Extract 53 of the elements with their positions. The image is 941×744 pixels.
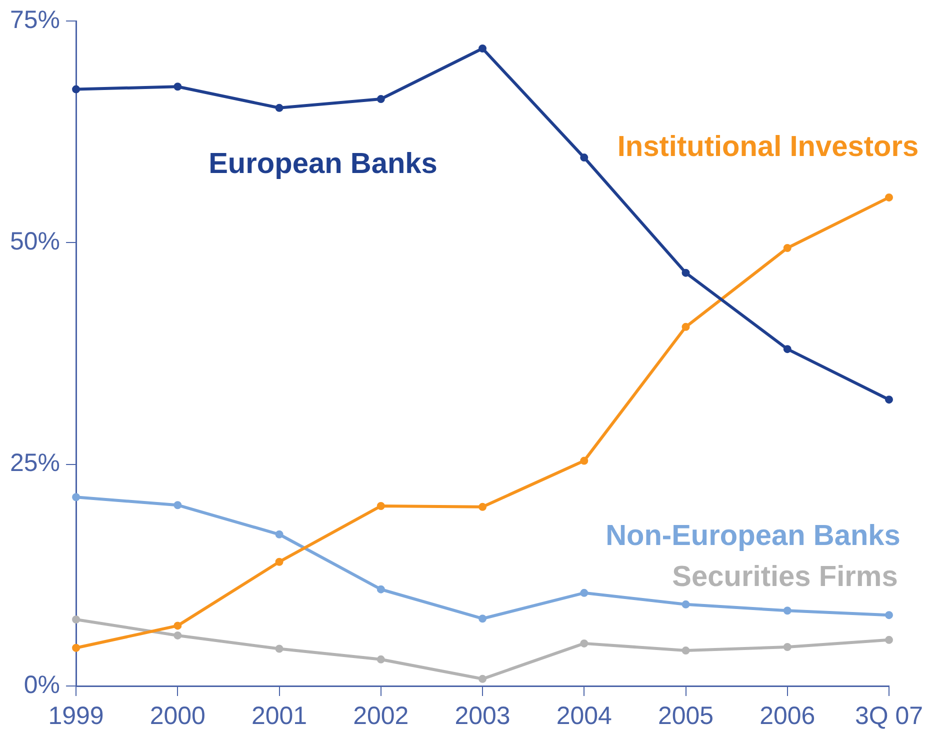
point — [174, 631, 182, 640]
point — [174, 622, 182, 630]
point — [376, 655, 385, 664]
y-tick-label: 75% — [10, 6, 60, 34]
point — [580, 588, 588, 597]
point — [783, 642, 792, 651]
series-label: Non-European Banks — [606, 520, 900, 552]
point — [580, 456, 588, 465]
point — [682, 600, 690, 608]
point — [885, 396, 893, 404]
point — [885, 636, 893, 644]
y-tick-label: 25% — [10, 449, 60, 478]
point — [275, 530, 284, 538]
x-tick-label: 2001 — [251, 702, 308, 730]
point — [783, 606, 792, 615]
point — [885, 193, 893, 202]
point — [376, 585, 385, 594]
series-label: European Banks — [208, 148, 438, 180]
point — [580, 639, 588, 648]
x-tick-label: 3Q 07 — [854, 702, 924, 730]
point — [682, 646, 690, 655]
x-tick-label: 2000 — [150, 702, 206, 730]
x-tick-label: 2006 — [760, 702, 816, 730]
point — [478, 614, 487, 623]
point — [275, 558, 284, 566]
x-tick-label: 2003 — [454, 702, 510, 730]
point — [682, 322, 690, 331]
point — [682, 268, 690, 277]
point — [376, 95, 385, 104]
point — [783, 244, 792, 252]
point — [783, 345, 792, 354]
y-tick-label: 0% — [24, 670, 60, 699]
point — [72, 85, 80, 94]
point — [885, 611, 893, 620]
point — [580, 154, 588, 162]
x-tick-label: 2005 — [658, 702, 714, 730]
x-tick-label: 1999 — [48, 702, 104, 730]
point — [478, 674, 487, 683]
point — [376, 502, 385, 510]
series-label: Institutional Investors — [617, 131, 919, 163]
series-label: Securities Firms — [672, 561, 898, 593]
point — [478, 502, 487, 511]
point — [478, 44, 487, 52]
point — [72, 644, 80, 652]
point — [275, 104, 284, 112]
x-tick-label: 2004 — [556, 702, 612, 730]
point — [72, 616, 80, 624]
y-tick-label: 50% — [10, 228, 60, 256]
point — [174, 82, 182, 91]
x-tick-label: 2002 — [353, 702, 409, 730]
point — [72, 493, 80, 502]
point — [275, 644, 284, 653]
point — [174, 501, 182, 510]
